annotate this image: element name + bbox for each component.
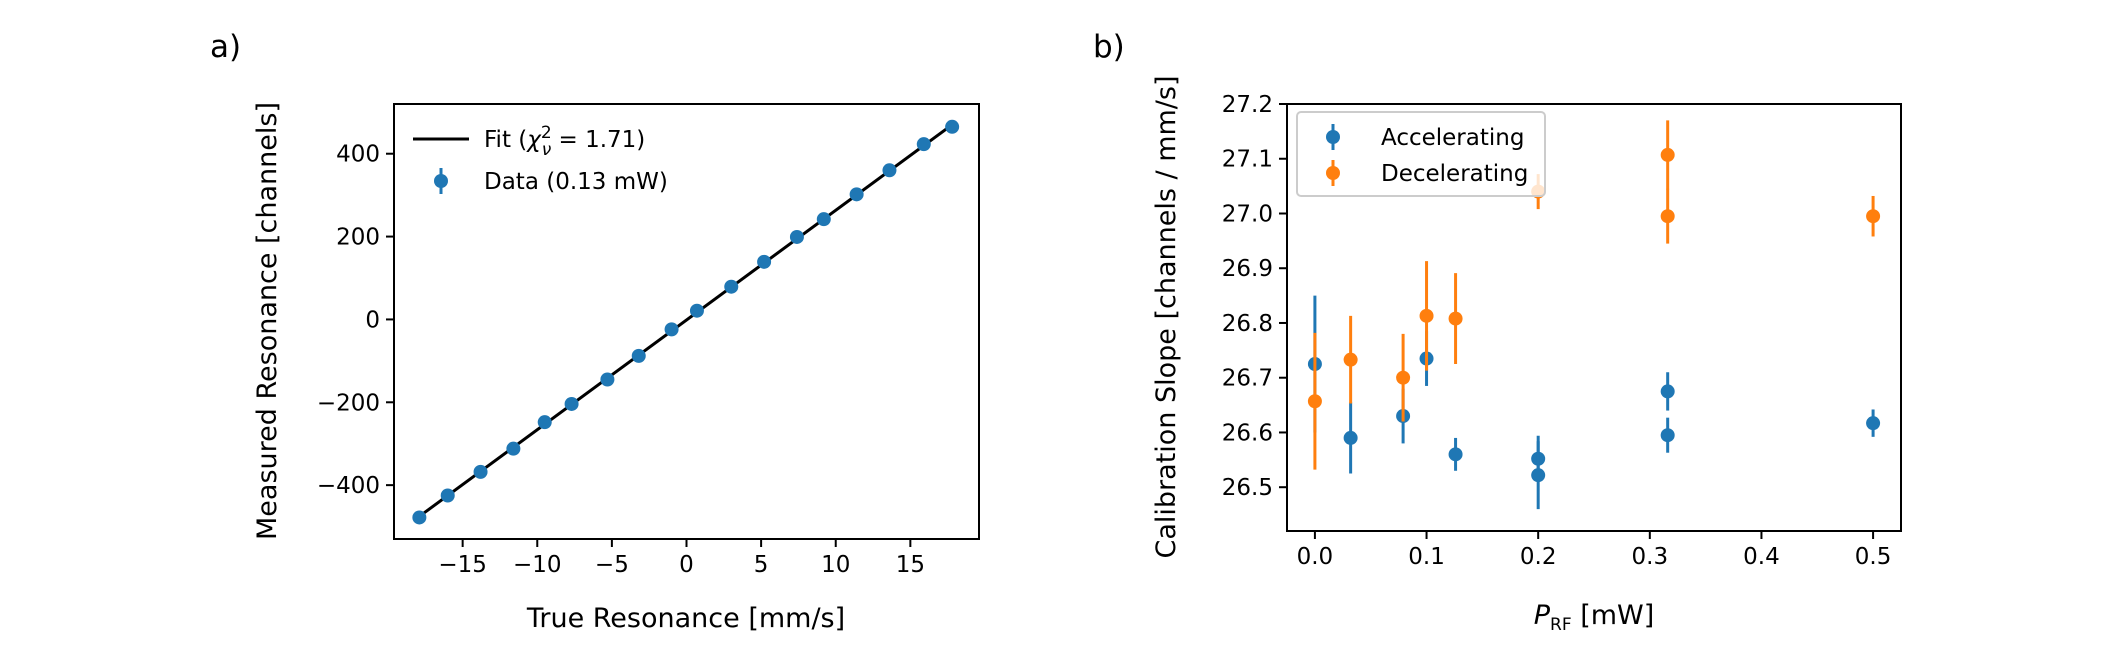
accelerating-data-point xyxy=(1448,447,1463,462)
panel-a-chart: −15 −10 −5 0 5 10 15 −400 −200 0 200 400 True Reson… xyxy=(252,102,980,634)
legend-data-marker-swatch xyxy=(434,174,448,188)
a-y-tick-label: 400 xyxy=(336,142,380,168)
a-x-tick-label: 5 xyxy=(754,552,769,578)
a-x-tick-label: −15 xyxy=(438,552,487,578)
a-x-tick-label: 10 xyxy=(821,552,850,578)
a-y-tick-label: 0 xyxy=(365,307,380,333)
legend-frame xyxy=(1296,111,1546,197)
decelerating-data-point xyxy=(1307,394,1322,409)
panel-a-ticks: −15 −10 −5 0 5 10 15 −400 −200 0 200 400 xyxy=(317,142,925,578)
data-data-point xyxy=(757,254,772,269)
panel-a-label: a) xyxy=(210,29,241,65)
b-y-tick-label: 26.9 xyxy=(1222,256,1273,282)
x-axis-symbol: P xyxy=(1534,600,1551,631)
panel-b-label: b) xyxy=(1093,29,1125,65)
panel-a-x-axis-label: True Resonance [mm/s] xyxy=(526,603,845,634)
a-y-tick-label: 200 xyxy=(336,225,380,251)
data-data-point xyxy=(789,229,804,244)
panel-b-chart: 0.0 0.1 0.2 0.3 0.4 0.5 26.5 26.6 26.7 26.8 26.9 27… xyxy=(1151,76,1902,635)
b-x-tick-label: 0.3 xyxy=(1632,544,1669,570)
b-x-tick-label: 0.4 xyxy=(1743,544,1780,570)
data-data-point xyxy=(537,415,552,430)
x-axis-subscript: RF xyxy=(1550,615,1572,635)
decelerating-data-point xyxy=(1419,308,1434,323)
b-y-tick-label: 27.1 xyxy=(1222,147,1273,173)
b-x-tick-label: 0.5 xyxy=(1855,544,1892,570)
data-data-point xyxy=(916,137,931,152)
data-data-point xyxy=(600,372,615,387)
b-y-tick-label: 27.0 xyxy=(1222,201,1273,227)
legend-accelerating-marker-swatch xyxy=(1326,130,1340,144)
a-x-tick-label: −10 xyxy=(513,552,562,578)
decelerating-data-point xyxy=(1660,209,1675,224)
decelerating-data-point xyxy=(1448,311,1463,326)
data-data-point xyxy=(631,348,646,363)
b-x-tick-label: 0.1 xyxy=(1408,544,1445,570)
b-x-tick-label: 0.0 xyxy=(1297,544,1334,570)
decelerating-data-point xyxy=(1343,352,1358,367)
data-data-point xyxy=(412,510,427,525)
b-y-tick-label: 26.6 xyxy=(1222,420,1273,446)
data-data-point xyxy=(506,441,521,456)
decelerating-data-point xyxy=(1660,147,1675,162)
decelerating-data-point xyxy=(1866,209,1881,224)
a-y-tick-label: −200 xyxy=(317,390,380,416)
data-data-point xyxy=(724,279,739,294)
a-x-tick-label: 0 xyxy=(679,552,694,578)
data-data-point xyxy=(849,187,864,202)
b-y-tick-label: 26.5 xyxy=(1222,475,1273,501)
fit-line xyxy=(416,123,954,519)
panel-a-y-axis-label: Measured Resonance [channels] xyxy=(252,102,283,540)
a-x-tick-label: −5 xyxy=(595,552,629,578)
data-data-point xyxy=(945,119,960,134)
b-y-tick-label: 27.2 xyxy=(1222,92,1273,118)
data-data-point xyxy=(689,303,704,318)
data-data-point xyxy=(664,322,679,337)
a-y-tick-label: −400 xyxy=(317,473,380,499)
panel-b-legend: Accelerating Decelerating xyxy=(1296,111,1546,197)
data-data-point xyxy=(473,464,488,479)
accelerating-data-point xyxy=(1660,428,1675,443)
a-x-tick-label: 15 xyxy=(896,552,925,578)
legend-decelerating-label: Decelerating xyxy=(1381,161,1528,187)
b-x-tick-label: 0.2 xyxy=(1520,544,1557,570)
legend-decelerating-marker-swatch xyxy=(1326,166,1340,180)
b-y-tick-label: 26.7 xyxy=(1222,366,1273,392)
accelerating-data-point xyxy=(1660,384,1675,399)
b-y-tick-label: 26.8 xyxy=(1222,311,1273,337)
x-axis-unit: [mW] xyxy=(1572,600,1655,631)
legend-data-label: Data (0.13 mW) xyxy=(484,169,668,195)
legend-accelerating-label: Accelerating xyxy=(1381,125,1524,151)
data-data-point xyxy=(816,212,831,227)
panel-b-ticks: 0.0 0.1 0.2 0.3 0.4 0.5 26.5 26.6 26.7 26.8 26.9 27… xyxy=(1222,92,1892,570)
data-data-point xyxy=(564,396,579,411)
decelerating-data-point xyxy=(1396,370,1411,385)
panel-b-x-axis-label: PRF [mW] xyxy=(1534,600,1655,635)
panel-a-plot-area xyxy=(412,119,960,525)
panel-b-y-axis-label: Calibration Slope [channels / mm/s] xyxy=(1151,76,1182,559)
legend-fit-label: Fit (χ2 ν = 1.71) xyxy=(484,123,645,160)
panel-b-axes-frame xyxy=(1286,103,1902,532)
accelerating-data-point xyxy=(1866,416,1881,431)
accelerating-data-point xyxy=(1343,430,1358,445)
data-data-point xyxy=(882,163,897,178)
panel-a-legend: Fit (χ2 ν = 1.71) Data (0.13 mW) xyxy=(413,123,668,195)
accelerating-data-point xyxy=(1531,468,1546,483)
data-data-point xyxy=(440,488,455,503)
